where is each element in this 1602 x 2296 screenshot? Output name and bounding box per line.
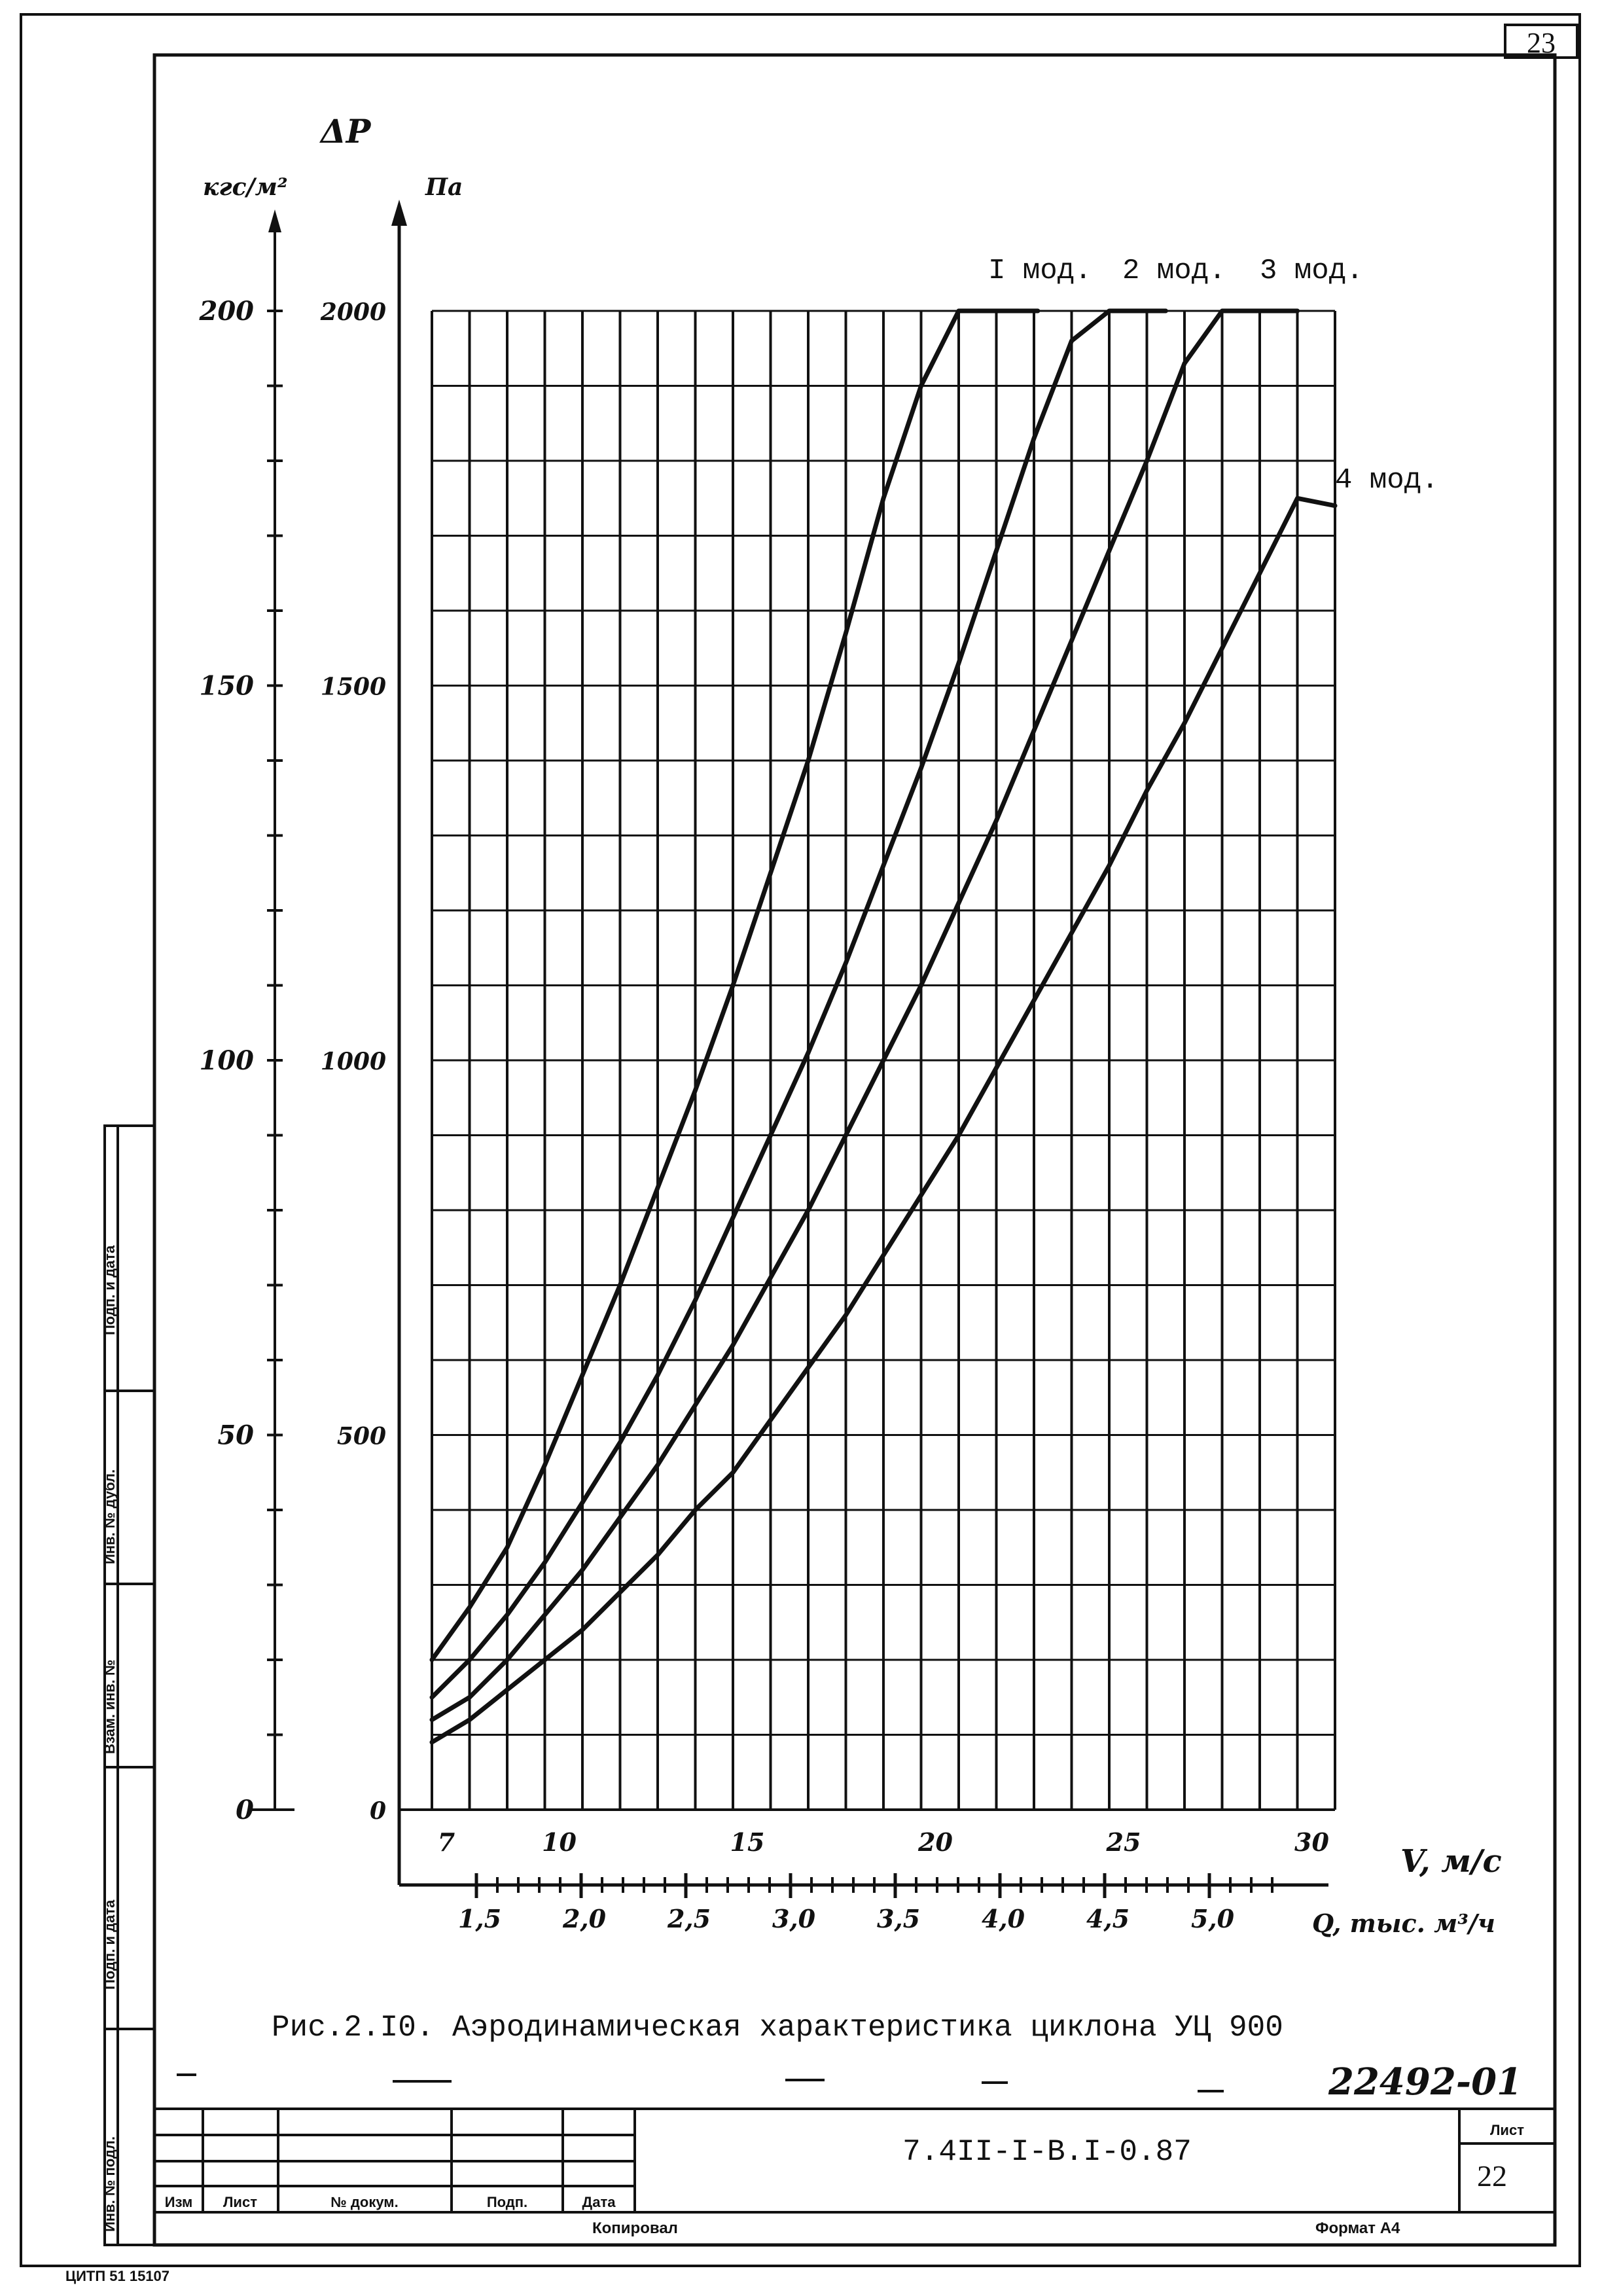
y-left-tick-label: 150 [200,671,255,702]
side-stamp-label: Взам. инв. № [101,1660,118,1754]
x2-tick-label: 5,0 [1191,1904,1235,1933]
caption-dashes [177,2073,1224,2092]
y-left-axis-arrow [268,209,281,232]
side-stamp-label: Подп. и дата [101,1899,118,1990]
x2-tick-label: 3,0 [772,1904,816,1933]
series-label-1: I мод. [988,255,1092,287]
col-label-list: Лист [223,2194,257,2210]
series-line-2 [429,308,1168,1700]
handwritten-code: 22492-01 [1328,2060,1522,2104]
outer-border [20,13,1581,2267]
x-tick-label: 20 [917,1827,953,1857]
col-label-date: Дата [582,2194,616,2210]
y-right-unit: Па [425,173,463,201]
x-tick-label: 30 [1294,1827,1329,1857]
x-tick-label: 15 [730,1827,765,1857]
x-axis-title: V, м/с [1400,1843,1502,1880]
x2-tick-label: 4,0 [982,1904,1025,1933]
copied-label: Копировал [592,2219,678,2237]
y-left-tick-label: 100 [200,1045,255,1076]
y-left-tick-label: 50 [217,1420,254,1451]
y-right-tick-label: 2000 [320,298,386,326]
sheet-number: 22 [1477,2159,1507,2193]
format-label: Формат А4 [1315,2219,1400,2237]
corner-number-box [1504,24,1578,59]
x-tick-label: 10 [542,1827,577,1857]
side-stamp-label: Подп. и дата [101,1245,118,1335]
series-line-3 [429,308,1300,1723]
col-label-izm: Изм [165,2194,192,2210]
x2-tick-label: 1,5 [458,1904,501,1933]
chart-axes [249,200,1335,1898]
y-right-tick-label: 500 [337,1423,386,1450]
series-label-2: 2 мод. [1122,255,1226,287]
title-block [154,2108,1555,2214]
side-stamp-frame [103,1124,156,2246]
x-tick-label: 7 [438,1827,455,1857]
y-right-tick-label: 1500 [321,673,386,701]
sheet-corner-number: 23 [1527,27,1556,59]
y-right-tick-label: 0 [370,1797,386,1825]
y-left-unit: кгс/м² [203,173,288,201]
x2-tick-label: 3,5 [877,1904,920,1933]
series-label-3: 3 мод. [1260,255,1363,287]
chart-series-group [429,308,1338,1745]
series-line-1 [429,308,1041,1662]
x2-tick-label: 2,5 [667,1904,711,1933]
title-block-column-labels: Изм Лист № докум. Подп. Дата [165,2194,616,2210]
figure-caption: Рис.2.I0. Аэродинамическая характеристик… [272,2011,1283,2045]
y-left-tick-label: 200 [199,296,255,327]
y-right-tick-label: 1000 [321,1048,386,1075]
col-label-doc: № докум. [330,2194,398,2210]
x2-tick-label: 2,0 [562,1904,607,1933]
x2-tick-label: 4,5 [1086,1904,1130,1933]
series-line-4 [429,495,1338,1745]
y-left-tick-label: 0 [236,1795,254,1825]
side-stamp-label: Инв. № подл. [101,2136,118,2232]
side-stamp-labels: Подп. и дата Инв. № дубл. Взам. инв. № П… [101,1245,118,2232]
sheet-label: Лист [1490,2122,1524,2138]
y-right-axis-arrow [391,200,407,226]
series-label-4: 4 мод. [1335,464,1438,497]
side-stamp-label: Инв. № дубл. [101,1469,118,1564]
x-tick-label: 25 [1106,1827,1141,1857]
col-label-sign: Подп. [487,2194,527,2210]
side-stamp [103,1124,156,2246]
y-axis-symbol: ΔP [319,112,372,151]
x2-axis-title: Q, тыс. м³/ч [1312,1909,1495,1938]
bottom-note: ЦИТП 51 15107 [65,2268,170,2284]
document-code: 7.4II-I-B.I-0.87 [902,2135,1192,2169]
